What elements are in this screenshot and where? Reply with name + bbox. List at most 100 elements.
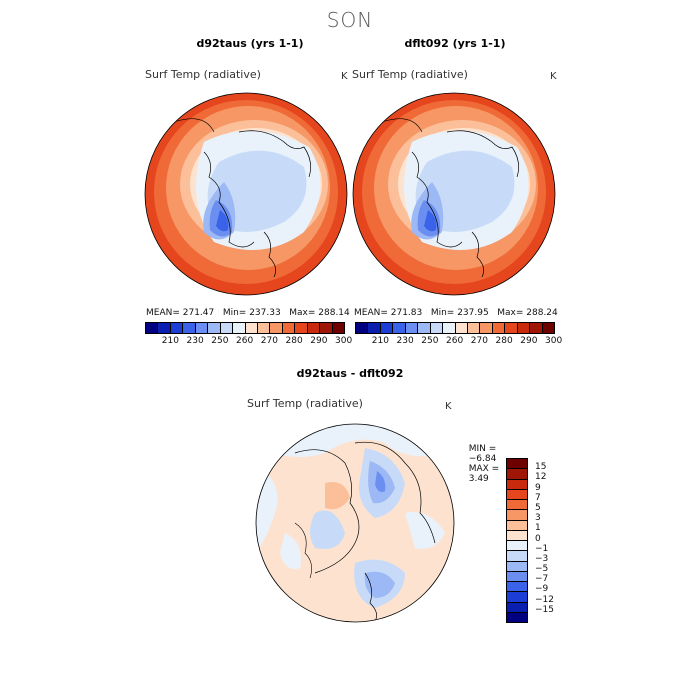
colorbar-tick-label: −5 — [535, 564, 549, 575]
colorbar-swatch — [195, 323, 209, 333]
colorbar-tick-label: 270 — [260, 336, 278, 346]
colorbar-tick-label: 290 — [520, 336, 538, 346]
colorbar-swatch — [208, 323, 221, 333]
colorbar-swatch — [170, 323, 184, 333]
colorbar-tick-label: 270 — [470, 336, 488, 346]
panel-2-colorbar — [355, 322, 555, 334]
colorbar-tick-label: 3 — [535, 513, 541, 524]
colorbar-tick-label: 230 — [396, 336, 414, 346]
colorbar-tick-label: −15 — [535, 604, 554, 615]
panel-2-variable: Surf Temp (radiative) — [352, 68, 468, 81]
colorbar-swatch — [220, 323, 234, 333]
colorbar-tick-label: −1 — [535, 543, 549, 554]
colorbar-tick-label: 210 — [161, 336, 179, 346]
colorbar-tick-label: 250 — [421, 336, 439, 346]
colorbar-swatch — [307, 323, 321, 333]
diff-max-value: 3.49 — [468, 474, 489, 484]
colorbar-tick-label: 260 — [446, 336, 464, 346]
colorbar-swatch — [480, 323, 493, 333]
colorbar-swatch — [257, 323, 271, 333]
colorbar-tick-label: 300 — [335, 336, 353, 346]
season-title: SON — [326, 8, 374, 32]
colorbar-tick-label: 0 — [535, 533, 541, 544]
panel-2-colorbar-labels: 210 230 250 260 270 280 290 300 — [355, 336, 562, 348]
colorbar-swatch — [507, 510, 527, 521]
colorbar-swatch — [507, 469, 527, 480]
colorbar-tick-label: −12 — [535, 594, 554, 605]
diff-min-label: MIN = — [468, 444, 497, 454]
colorbar-swatch — [356, 323, 369, 333]
colorbar-swatch — [368, 323, 381, 333]
colorbar-swatch — [517, 323, 531, 333]
colorbar-swatch — [492, 323, 506, 333]
colorbar-swatch — [507, 571, 527, 582]
colorbar-tick-label: 1 — [535, 523, 541, 534]
colorbar-swatch — [507, 561, 527, 572]
colorbar-swatch — [507, 520, 527, 531]
colorbar-swatch — [332, 323, 344, 333]
colorbar-swatch — [393, 323, 406, 333]
colorbar-swatch — [505, 323, 518, 333]
panel-1-variable: Surf Temp (radiative) — [145, 68, 261, 81]
colorbar-tick-label: 12 — [535, 472, 547, 483]
colorbar-swatch — [245, 323, 258, 333]
colorbar-swatch — [430, 323, 444, 333]
colorbar-swatch — [507, 592, 527, 603]
diff-panel-map — [255, 423, 455, 623]
colorbar-swatch — [507, 459, 527, 470]
colorbar-swatch — [530, 323, 543, 333]
colorbar-swatch — [507, 612, 527, 622]
diff-max-label: MAX = — [468, 464, 500, 474]
colorbar-swatch — [405, 323, 419, 333]
colorbar-swatch — [418, 323, 431, 333]
colorbar-tick-label: 290 — [310, 336, 328, 346]
colorbar-tick-label: 230 — [186, 336, 204, 346]
colorbar-swatch — [295, 323, 308, 333]
panel-1-colorbar-labels: 210 230 250 260 270 280 290 300 — [145, 336, 352, 348]
colorbar-tick-label: 280 — [285, 336, 303, 346]
colorbar-swatch — [270, 323, 283, 333]
panel-2-title: dflt092 (yrs 1-1) — [404, 37, 506, 50]
panel-2-map — [352, 92, 556, 296]
colorbar-swatch — [282, 323, 296, 333]
diff-panel-unit: K — [445, 401, 452, 412]
diff-panel-variable: Surf Temp (radiative) — [247, 397, 363, 410]
colorbar-tick-label: 210 — [371, 336, 389, 346]
colorbar-swatch — [507, 582, 527, 593]
colorbar-tick-label: 7 — [535, 492, 541, 503]
diff-min-value: −6.84 — [468, 454, 497, 464]
colorbar-tick-label: 9 — [535, 482, 541, 493]
panel-1-title: d92taus (yrs 1-1) — [196, 37, 304, 50]
colorbar-swatch — [183, 323, 196, 333]
diff-panel-title: d92taus - dflt092 — [296, 367, 404, 380]
colorbar-swatch — [467, 323, 481, 333]
colorbar-swatch — [443, 323, 456, 333]
colorbar-swatch — [146, 323, 159, 333]
colorbar-swatch — [507, 541, 527, 552]
colorbar-tick-label: 15 — [535, 462, 547, 473]
panel-1-stats: MEAN= 271.47 Min= 237.33 Max= 288.14 — [146, 308, 350, 318]
colorbar-swatch — [380, 323, 394, 333]
colorbar-tick-label: −9 — [535, 584, 549, 595]
colorbar-swatch — [233, 323, 246, 333]
colorbar-swatch — [507, 479, 527, 490]
diff-stats: MIN = −6.84 MAX = 3.49 — [463, 434, 500, 484]
colorbar-swatch — [507, 489, 527, 500]
colorbar-tick-label: 280 — [495, 336, 513, 346]
colorbar-swatch — [455, 323, 468, 333]
colorbar-tick-label: 260 — [236, 336, 254, 346]
panel-1-colorbar — [145, 322, 345, 334]
colorbar-tick-label: 300 — [545, 336, 563, 346]
colorbar-tick-label: −7 — [535, 574, 549, 585]
colorbar-swatch — [158, 323, 171, 333]
colorbar-tick-label: 250 — [211, 336, 229, 346]
colorbar-tick-label: −3 — [535, 553, 549, 564]
colorbar-tick-label: 5 — [535, 502, 541, 513]
colorbar-swatch — [320, 323, 333, 333]
colorbar-swatch — [542, 323, 554, 333]
panel-2-stats: MEAN= 271.83 Min= 237.95 Max= 288.24 — [354, 308, 558, 318]
colorbar-swatch — [507, 602, 527, 613]
panel-1-unit: K — [341, 71, 348, 82]
panel-2-unit: K — [550, 71, 557, 82]
colorbar-swatch — [507, 530, 527, 541]
